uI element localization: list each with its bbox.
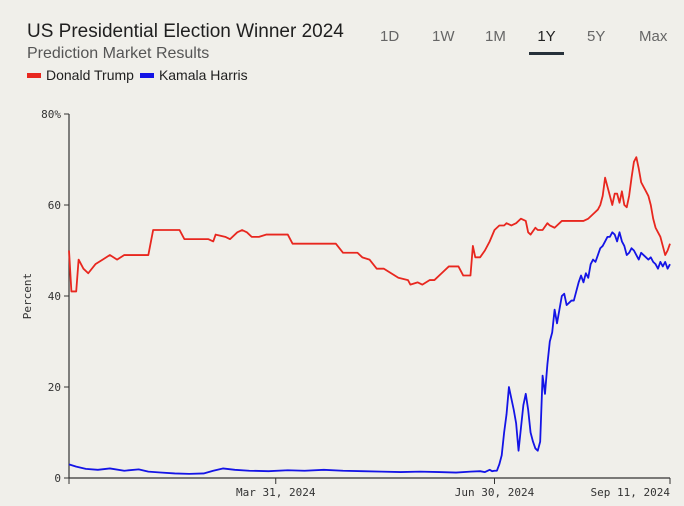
series-line-trump [68,156,671,293]
x-tick-label: Jun 30, 2024 [455,486,535,499]
series-line-harris [68,231,671,475]
y-tick-label: 20 [48,381,61,394]
chart-title: US Presidential Election Winner 2024 [27,21,344,42]
legend-swatch-trump [27,72,41,78]
time-range-tabs: 1D 1W 1M 1Y 5Y Max [370,26,682,56]
tab-1d[interactable]: 1D [380,28,400,45]
x-tick-label: Mar 31, 2024 [236,486,316,499]
chart-axes: 0 20 40 60 80% Percent Mar 31, 2024 Jun 30, 202… [21,108,671,499]
y-axis-label: Percent [21,273,34,319]
chart-header: US Presidential Election Winner 2024 Pre… [27,20,344,64]
chart-legend: Donald Trump Kamala Harris [27,67,254,83]
y-tick-label: 60 [48,199,61,212]
tab-5y[interactable]: 5Y [587,28,606,45]
legend-label-harris: Kamala Harris [158,67,248,83]
y-tick-label: 40 [48,290,61,303]
tab-max[interactable]: Max [639,28,668,45]
legend-swatch-harris [139,72,154,78]
tab-1w[interactable]: 1W [432,28,455,45]
tab-1y[interactable]: 1Y [529,26,564,55]
x-tick-label: Sep 11, 2024 [591,486,671,499]
y-tick-label-top: 80% [41,108,61,121]
chart-series-layer [68,156,671,475]
chart-subtitle: Prediction Market Results [27,45,210,62]
legend-label-trump: Donald Trump [46,67,134,83]
y-tick-label: 0 [54,472,61,485]
tab-1m[interactable]: 1M [485,28,506,45]
legend-item-trump[interactable]: Donald Trump [27,67,134,83]
legend-item-harris[interactable]: Kamala Harris [139,67,248,83]
